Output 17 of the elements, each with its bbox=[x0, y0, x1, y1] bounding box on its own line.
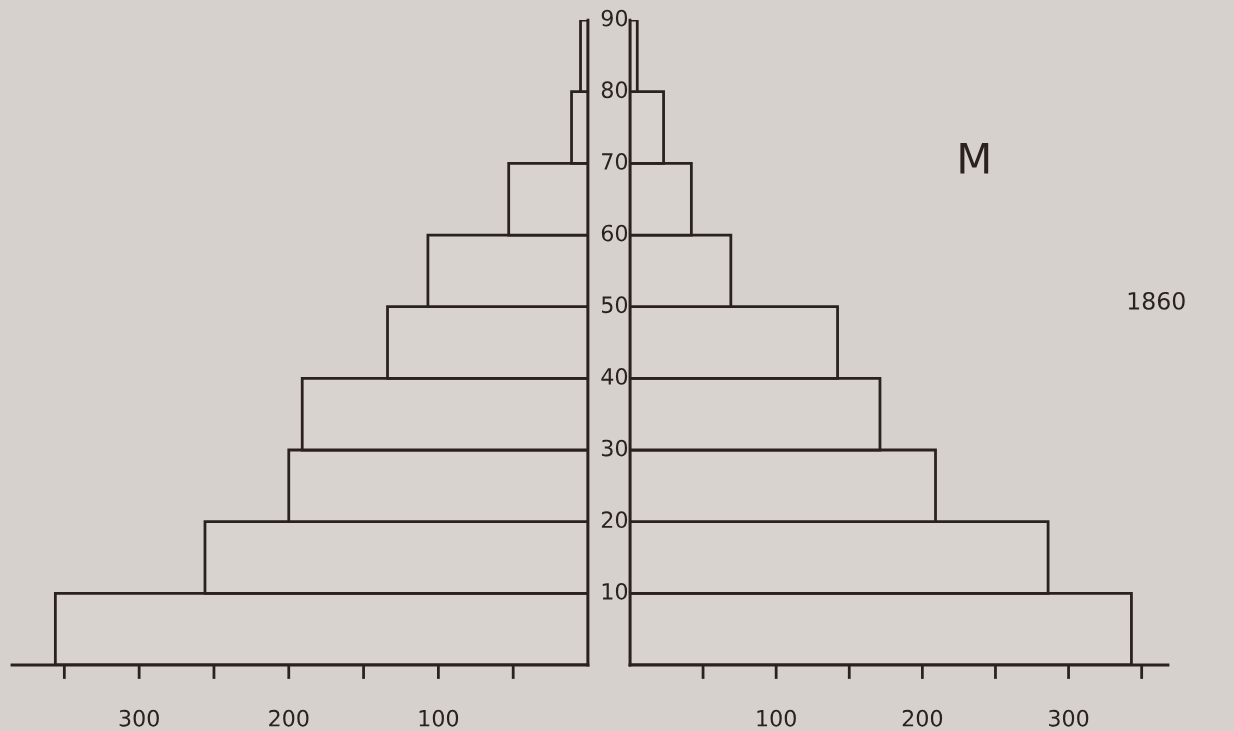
y-tick-label: 60 bbox=[601, 224, 628, 242]
annotation: 1860 bbox=[1128, 291, 1185, 310]
x-tick-label: 200 bbox=[902, 709, 943, 727]
y-tick-label: 40 bbox=[601, 367, 628, 385]
y-tick-label: 30 bbox=[601, 439, 628, 457]
x-tick-label: 300 bbox=[119, 709, 159, 727]
x-tick-label: 200 bbox=[269, 709, 309, 727]
y-tick-label: 90 bbox=[601, 9, 628, 27]
x-tick-label: 100 bbox=[419, 709, 459, 727]
text: M bbox=[960, 143, 989, 174]
x-tick-label: 100 bbox=[757, 709, 796, 727]
y-tick-label: 20 bbox=[601, 511, 628, 529]
y-tick-label: 10 bbox=[602, 582, 628, 600]
y-tick-label: 70 bbox=[602, 152, 628, 170]
y-tick-label: 50 bbox=[602, 296, 628, 314]
y-tick-label: 80 bbox=[601, 81, 628, 99]
x-tick-label: 300 bbox=[1049, 709, 1089, 727]
